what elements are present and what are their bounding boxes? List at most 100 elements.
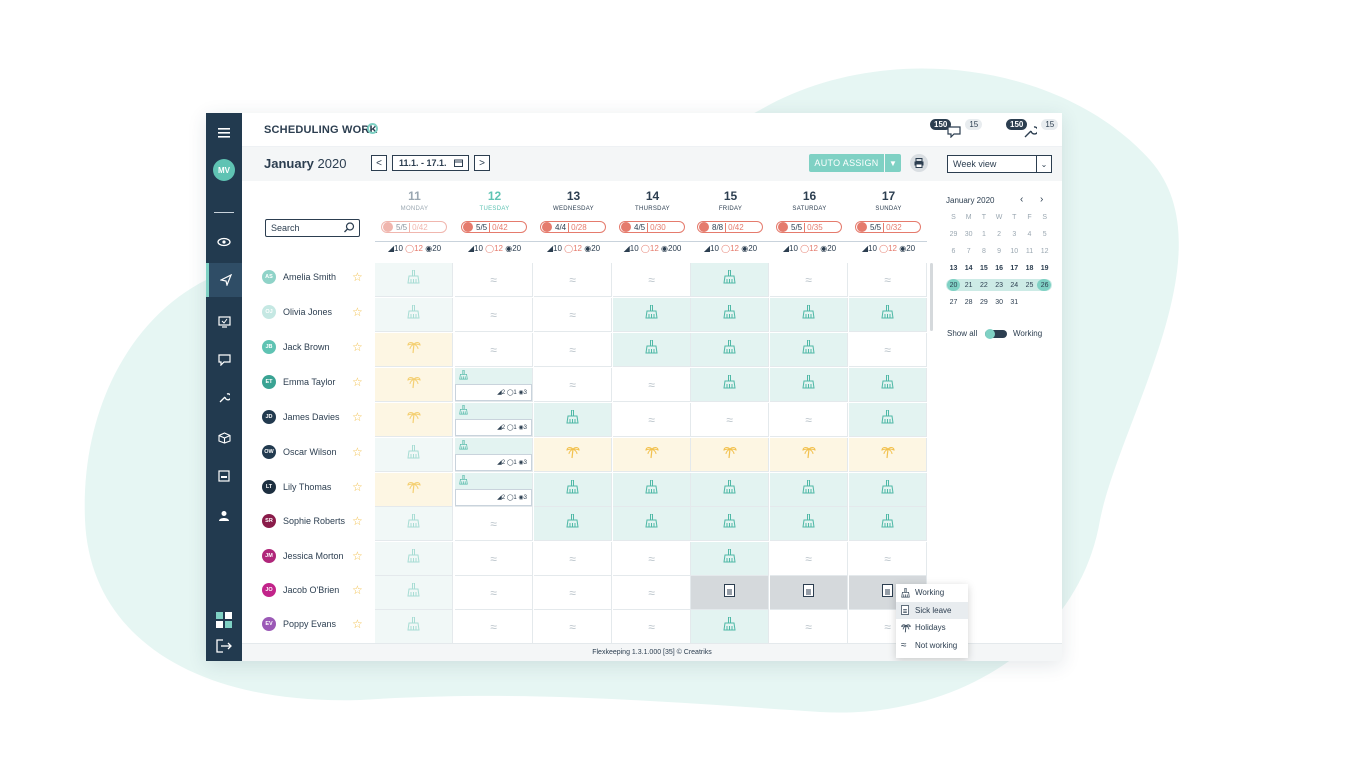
calendar-day[interactable]: 11 [1025, 248, 1034, 255]
shift-not-working[interactable]: ≈ [770, 610, 848, 644]
shift-holiday[interactable] [691, 438, 769, 472]
popup-option-not-working[interactable]: ≈ Not working [896, 637, 968, 655]
shift-working[interactable] [613, 473, 691, 507]
mini-calendar-next[interactable]: › [1040, 194, 1044, 205]
working-toggle[interactable] [985, 329, 1007, 339]
menu-icon[interactable] [206, 116, 242, 150]
shift-working[interactable] [691, 333, 769, 367]
day-header-17[interactable]: 17 SUNDAY 5/5 0/32 [849, 183, 928, 243]
shift-not-working[interactable]: ≈ [770, 263, 848, 297]
register-icon[interactable] [206, 459, 242, 493]
box-icon[interactable] [206, 421, 242, 455]
employee-row[interactable]: SR Sophie Roberts ☆ [262, 504, 372, 538]
messages-badge[interactable]: 150 15 [930, 119, 983, 139]
shift-working[interactable] [375, 263, 453, 297]
employee-row[interactable]: JO Jacob O'Brien ☆ [262, 573, 372, 607]
shift-working[interactable] [534, 473, 612, 507]
popup-option-holidays[interactable]: Holidays [896, 619, 968, 637]
calendar-day[interactable]: 31 [1010, 299, 1019, 306]
shift-working[interactable] [849, 403, 927, 437]
grid-scrollbar[interactable] [930, 263, 933, 331]
shift-not-working[interactable]: ≈ [613, 263, 691, 297]
shift-holiday[interactable] [534, 438, 612, 472]
calendar-day[interactable]: 27 [949, 299, 958, 306]
shift-working[interactable] [613, 507, 691, 541]
next-week-button[interactable]: > [474, 155, 490, 171]
day-header-14[interactable]: 14 THURSDAY 4/5 0/30 [613, 183, 692, 243]
shift-working[interactable] [691, 610, 769, 644]
shift-not-working[interactable]: ≈ [613, 576, 691, 610]
mini-calendar-prev[interactable]: ‹ [1020, 194, 1024, 205]
monitor-check-icon[interactable] [206, 305, 242, 339]
employee-row[interactable]: AS Amelia Smith ☆ [262, 260, 372, 294]
calendar-day[interactable]: 21 [964, 282, 973, 289]
calendar-day[interactable]: 28 [964, 299, 973, 306]
star-icon[interactable]: ☆ [352, 305, 363, 319]
employee-row[interactable]: EV Poppy Evans ☆ [262, 607, 372, 641]
shift-not-working[interactable]: ≈ [455, 610, 533, 644]
shift-not-working[interactable]: ≈ [534, 576, 612, 610]
calendar-day[interactable]: 1 [981, 231, 986, 238]
shift-working[interactable] [849, 298, 927, 332]
shift-not-working[interactable]: ≈ [770, 403, 848, 437]
employee-row[interactable]: OW Oscar Wilson ☆ [262, 435, 372, 469]
shift-working[interactable] [770, 298, 848, 332]
employee-row[interactable]: LT Lily Thomas ☆ [262, 470, 372, 504]
calendar-day[interactable]: 25 [1025, 282, 1034, 289]
shift-holiday[interactable] [375, 368, 453, 402]
chat-icon[interactable] [206, 343, 242, 377]
employee-row[interactable]: JB Jack Brown ☆ [262, 330, 372, 364]
shift-not-working[interactable]: ≈ [613, 368, 691, 402]
day-header-12[interactable]: 12 TUESDAY 5/5 0/42 [455, 183, 534, 243]
calendar-day[interactable]: 30 [964, 231, 973, 238]
shift-holiday[interactable] [375, 403, 453, 437]
shift-not-working[interactable]: ≈ [613, 403, 691, 437]
shift-working[interactable] [770, 368, 848, 402]
star-icon[interactable]: ☆ [352, 480, 363, 494]
star-icon[interactable]: ☆ [352, 514, 363, 528]
day-header-15[interactable]: 15 FRIDAY 8/8 0/42 [691, 183, 770, 243]
calendar-day[interactable]: 17 [1010, 265, 1019, 272]
calendar-day[interactable]: 5 [1042, 231, 1047, 238]
shift-working[interactable] [691, 507, 769, 541]
shift-assigned[interactable]: ◢2 ◯1 ◉3 [455, 473, 533, 507]
shift-not-working[interactable]: ≈ [455, 507, 533, 541]
shift-not-working[interactable]: ≈ [455, 542, 533, 576]
shift-working[interactable] [375, 610, 453, 644]
shift-not-working[interactable]: ≈ [455, 263, 533, 297]
shift-not-working[interactable]: ≈ [691, 403, 769, 437]
send-icon[interactable] [206, 263, 242, 297]
shift-not-working[interactable]: ≈ [770, 542, 848, 576]
star-icon[interactable]: ☆ [352, 617, 363, 631]
wrench-icon[interactable] [206, 381, 242, 415]
calendar-day[interactable]: 4 [1027, 231, 1032, 238]
shift-not-working[interactable]: ≈ [613, 610, 691, 644]
shift-working[interactable] [849, 507, 927, 541]
calendar-day[interactable]: 26 [1040, 282, 1049, 289]
calendar-day[interactable]: 29 [979, 299, 988, 306]
shift-working[interactable] [375, 542, 453, 576]
shift-holiday[interactable] [375, 473, 453, 507]
shift-working[interactable] [613, 333, 691, 367]
employee-row[interactable]: JM Jessica Morton ☆ [262, 539, 372, 573]
calendar-day[interactable]: 8 [981, 248, 986, 255]
shift-working[interactable] [375, 576, 453, 610]
shift-working[interactable] [613, 298, 691, 332]
calendar-day[interactable]: 13 [949, 265, 958, 272]
calendar-day[interactable]: 23 [995, 282, 1003, 289]
shift-not-working[interactable]: ≈ [455, 333, 533, 367]
star-icon[interactable]: ☆ [352, 270, 363, 284]
calendar-day[interactable]: 15 [979, 265, 988, 272]
shift-not-working[interactable]: ≈ [849, 333, 927, 367]
logout-icon[interactable] [206, 629, 242, 661]
star-icon[interactable]: ☆ [352, 445, 363, 459]
shift-not-working[interactable]: ≈ [455, 298, 533, 332]
shift-assigned[interactable]: ◢2 ◯1 ◉3 [455, 368, 533, 402]
popup-option-sick-leave[interactable]: Sick leave [896, 601, 968, 619]
shift-assigned[interactable]: ◢2 ◯1 ◉3 [455, 438, 533, 472]
shift-not-working[interactable]: ≈ [613, 542, 691, 576]
person-icon[interactable] [206, 499, 242, 533]
calendar-day[interactable]: 30 [995, 299, 1003, 306]
auto-assign-button[interactable]: AUTO ASSIGN [809, 154, 884, 172]
shift-working[interactable] [770, 473, 848, 507]
